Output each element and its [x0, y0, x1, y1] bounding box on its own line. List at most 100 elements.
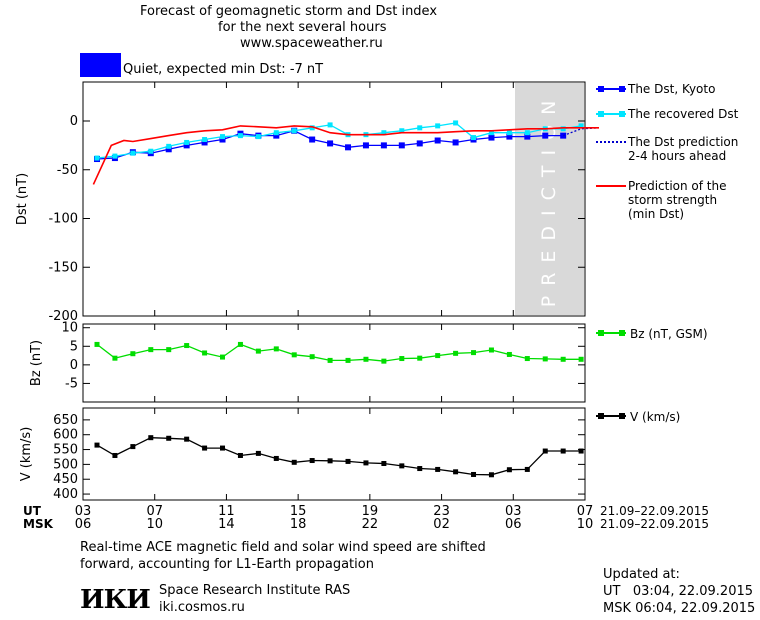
data-point	[363, 460, 369, 466]
y-tick-label: -5	[65, 376, 78, 391]
data-point	[542, 132, 549, 139]
legend-label: (min Dst)	[628, 207, 684, 221]
data-point	[524, 130, 530, 136]
data-point	[381, 358, 387, 364]
legend-label: The Dst prediction	[627, 135, 738, 149]
dst-panel-frame	[82, 81, 586, 317]
ut-tick-label: 23	[433, 504, 450, 519]
data-point	[166, 435, 172, 441]
status-color-box	[80, 53, 121, 77]
data-point	[327, 357, 333, 363]
data-point	[471, 135, 477, 141]
legend-marker	[598, 330, 604, 336]
data-point	[112, 452, 118, 458]
data-point	[184, 436, 190, 442]
bz-legend-label: Bz (nT, GSM)	[630, 327, 708, 341]
data-point	[560, 448, 566, 454]
page-title-line-3: www.spaceweather.ru	[240, 36, 383, 51]
data-point	[183, 142, 190, 149]
updated-ut: UT 03:04, 22.09.2015	[603, 584, 754, 599]
msk-axis-label: MSK	[23, 517, 54, 531]
data-point	[578, 356, 584, 362]
prediction-label: PREDICTION	[538, 91, 560, 308]
data-point	[148, 435, 154, 441]
legend-marker	[619, 86, 625, 92]
updated-label: Updated at:	[603, 567, 680, 582]
y-tick-label: -150	[48, 260, 78, 275]
legend-label: 2-4 hours ahead	[628, 149, 726, 163]
data-point	[184, 139, 190, 145]
data-point	[381, 460, 387, 466]
data-point	[488, 130, 494, 136]
data-point	[416, 140, 423, 147]
msk-tick-label: 10	[577, 517, 594, 532]
data-point	[112, 153, 118, 159]
data-point	[220, 445, 226, 451]
data-point	[273, 346, 279, 352]
data-point	[524, 356, 530, 362]
data-point	[399, 463, 405, 469]
data-point	[327, 140, 334, 147]
data-point	[220, 134, 226, 140]
data-point	[560, 132, 567, 139]
data-point	[381, 130, 387, 136]
data-point	[165, 146, 172, 153]
data-point	[273, 132, 280, 139]
page-title-line-2: for the next several hours	[218, 20, 387, 35]
data-point	[291, 459, 297, 465]
ut-tick-label: 19	[362, 504, 379, 519]
data-point	[453, 350, 459, 356]
updated-msk: MSK 06:04, 22.09.2015	[603, 601, 756, 616]
data-point	[506, 130, 512, 136]
data-point	[130, 351, 136, 357]
data-point	[202, 350, 208, 356]
data-point	[148, 148, 154, 154]
data-point	[309, 354, 315, 360]
ut-tick-label: 15	[290, 504, 307, 519]
data-point	[202, 445, 208, 451]
data-point	[417, 125, 423, 131]
data-point	[345, 458, 351, 464]
data-point	[417, 355, 423, 361]
v-panel-frame	[82, 407, 586, 501]
ut-tick-label: 07	[146, 504, 163, 519]
msk-tick-label: 10	[146, 517, 163, 532]
data-point	[434, 137, 441, 144]
data-point	[452, 139, 459, 146]
data-point	[130, 444, 136, 450]
ut-axis-label: UT	[23, 504, 42, 518]
legend-marker	[619, 111, 625, 117]
series-line-1-0	[96, 343, 582, 362]
data-point	[488, 134, 495, 141]
data-point	[166, 347, 172, 353]
msk-tick-label: 18	[290, 517, 307, 532]
series-line-0-3	[92, 125, 599, 185]
data-point	[435, 353, 441, 359]
prediction-region	[515, 83, 584, 315]
data-point	[309, 458, 315, 464]
data-point	[309, 136, 316, 143]
y-tick-label: 0	[70, 114, 78, 129]
page-title-line-1: Forecast of geomagnetic storm and Dst in…	[140, 4, 438, 19]
y-tick-label: -50	[57, 163, 78, 178]
msk-tick-label: 02	[433, 517, 450, 532]
data-point	[220, 354, 226, 360]
legend-label: Prediction of the	[628, 179, 727, 193]
msk-tick-label: 06	[75, 517, 92, 532]
legend-marker	[619, 413, 625, 419]
data-point	[237, 452, 243, 458]
v-legend-label: V (km/s)	[630, 410, 680, 424]
v-ylabel: V (km/s)	[19, 427, 34, 482]
data-point	[345, 144, 352, 151]
data-point	[327, 458, 333, 464]
institute-website[interactable]: iki.cosmos.ru	[159, 600, 245, 615]
data-point	[542, 356, 548, 362]
legend-marker	[598, 111, 604, 117]
data-point	[399, 356, 405, 362]
bz-ylabel: Bz (nT)	[29, 340, 44, 386]
data-point	[435, 123, 441, 129]
series-line-2-0	[96, 437, 582, 476]
y-tick-label: 5	[70, 339, 78, 354]
y-tick-label: 0	[70, 358, 78, 373]
y-tick-label: 650	[53, 413, 78, 428]
